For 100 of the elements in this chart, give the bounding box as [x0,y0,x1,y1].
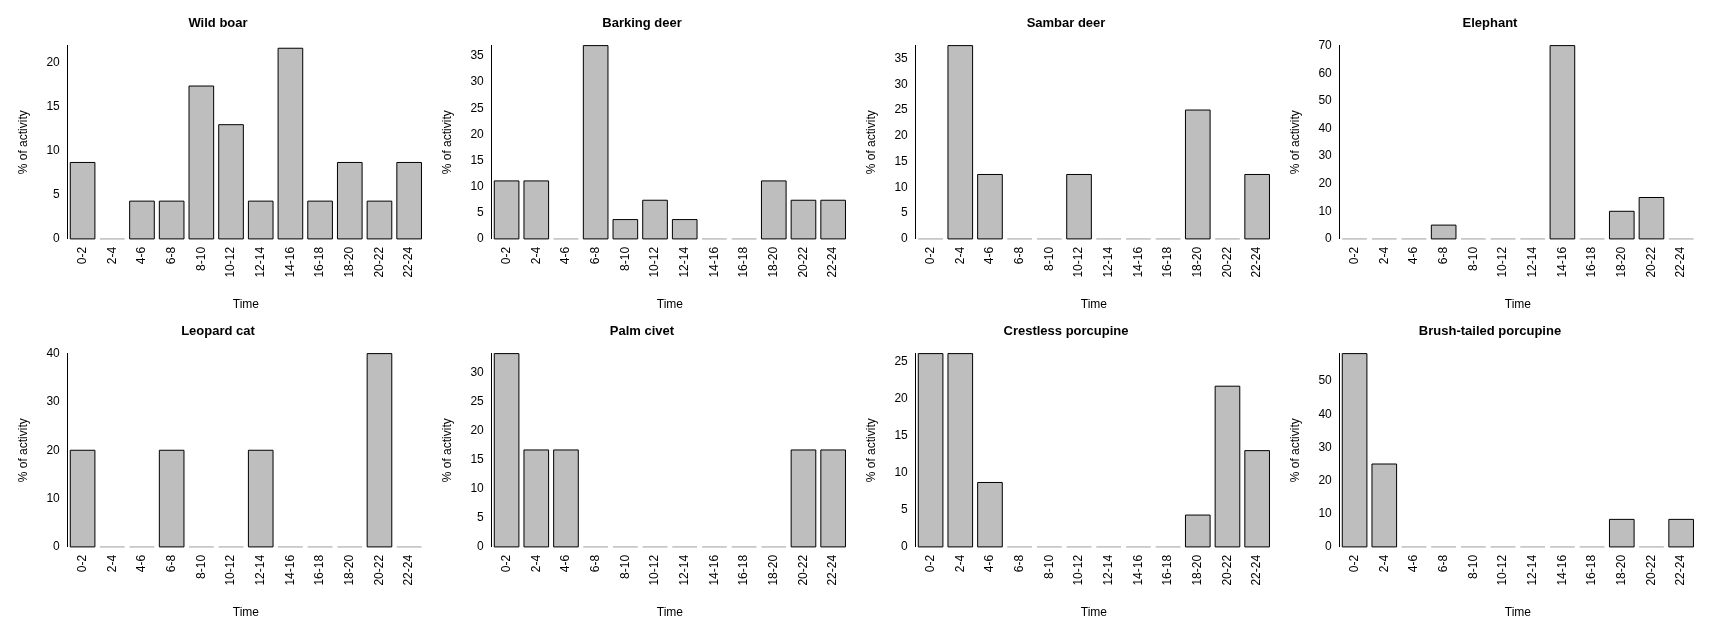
x-tick-label: 6-8 [1435,246,1450,265]
y-axis-title: % of activity [1287,418,1302,483]
y-tick-label: 70 [1318,37,1333,52]
chart-title: Elephant [1462,15,1519,31]
x-tick-label: 12-14 [1525,246,1540,278]
x-tick-label: 22-24 [1673,554,1688,586]
y-tick-label: 20 [470,423,485,438]
chart-title: Wild boar [188,15,248,31]
y-axis-title: % of activity [863,418,878,483]
y-tick-label: 20 [894,391,909,406]
x-tick-label: 8-10 [193,246,208,271]
y-tick-label: 50 [1318,373,1333,388]
x-tick-label: 0-2 [1346,246,1361,265]
y-tick-label: 20 [46,442,61,457]
y-tick-label: 50 [1318,93,1333,108]
x-tick-label: 8-10 [617,246,632,271]
x-tick-label: 16-18 [1160,554,1175,586]
x-tick-label: 2-4 [1376,246,1391,265]
x-tick-label: 2-4 [952,246,967,265]
y-tick-label: 20 [470,126,485,141]
x-tick-label: 16-18 [1584,246,1599,278]
chart-title: Sambar deer [1026,15,1106,31]
x-tick-label: 6-8 [1011,246,1026,265]
y-tick-label: 30 [470,365,485,380]
x-tick-label: 10-12 [1495,554,1510,586]
x-tick-label: 2-4 [528,554,543,573]
y-tick-label: 20 [1318,175,1333,190]
x-tick-label: 8-10 [1465,246,1480,271]
y-tick-label: 0 [901,231,909,246]
y-tick-label: 15 [894,153,909,168]
y-tick-label: 15 [470,452,485,467]
x-tick-label: 4-6 [134,554,149,573]
x-tick-label: 20-22 [1219,246,1234,278]
x-tick-label: 10-12 [1071,554,1086,586]
chart-title: Barking deer [602,15,682,31]
y-tick-label: 10 [470,178,485,193]
x-tick-label: 16-18 [1160,246,1175,278]
x-axis-title: Time [656,297,684,312]
x-tick-label: 12-14 [1525,554,1540,586]
y-axis-title: % of activity [1287,110,1302,175]
x-tick-label: 8-10 [1041,246,1056,271]
y-tick-label: 20 [894,128,909,143]
y-tick-label: 60 [1318,65,1333,80]
x-tick-label: 16-18 [312,246,327,278]
x-tick-label: 4-6 [1406,246,1421,265]
y-tick-label: 10 [1318,506,1333,521]
x-tick-label: 20-22 [795,554,810,586]
x-tick-label: 14-16 [282,246,297,278]
x-tick-label: 10-12 [1495,246,1510,278]
x-tick-label: 20-22 [371,554,386,586]
y-tick-label: 10 [894,179,909,194]
y-tick-label: 0 [901,539,909,554]
y-tick-label: 25 [470,394,485,409]
x-tick-label: 14-16 [1554,246,1569,278]
x-tick-label: 22-24 [401,246,416,278]
x-tick-label: 22-24 [1673,246,1688,278]
x-tick-label: 14-16 [282,554,297,586]
x-tick-label: 4-6 [982,246,997,265]
y-tick-label: 35 [470,48,485,63]
x-tick-label: 18-20 [1190,554,1205,586]
x-tick-label: 10-12 [647,246,662,278]
chart-title: Leopard cat [181,323,256,339]
x-tick-label: 14-16 [706,246,721,278]
y-tick-label: 25 [894,102,909,117]
x-tick-label: 0-2 [1346,554,1361,573]
x-axis-title: Time [1504,297,1532,312]
x-tick-label: 20-22 [795,246,810,278]
x-axis-title: Time [656,605,684,620]
x-tick-label: 0-2 [922,246,937,265]
chart-title: Brush-tailed porcupine [1418,323,1562,339]
y-tick-label: 5 [901,502,909,517]
x-tick-label: 10-12 [647,554,662,586]
x-tick-label: 6-8 [163,246,178,265]
x-tick-label: 22-24 [1249,554,1264,586]
y-tick-label: 20 [1318,472,1333,487]
y-axis-title: % of activity [439,110,454,175]
x-axis-title: Time [1080,605,1108,620]
x-tick-label: 12-14 [253,246,268,278]
x-tick-label: 10-12 [223,246,238,278]
x-tick-label: 18-20 [1190,246,1205,278]
x-tick-label: 2-4 [952,554,967,573]
chart-title: Palm civet [609,323,675,339]
y-tick-label: 30 [894,76,909,91]
x-tick-label: 4-6 [1406,554,1421,573]
y-tick-label: 30 [1318,439,1333,454]
x-tick-label: 14-16 [706,554,721,586]
y-tick-label: 0 [477,231,485,246]
x-axis-title: Time [232,605,260,620]
x-tick-label: 12-14 [677,246,692,278]
x-tick-label: 2-4 [1376,554,1391,573]
y-tick-label: 40 [1318,120,1333,135]
x-tick-label: 8-10 [1465,554,1480,579]
y-tick-label: 15 [470,152,485,167]
x-tick-label: 4-6 [558,554,573,573]
y-tick-label: 0 [1325,231,1333,246]
x-tick-label: 18-20 [766,246,781,278]
x-tick-label: 10-12 [223,554,238,586]
y-tick-label: 0 [53,231,61,246]
y-tick-label: 5 [477,205,485,220]
x-tick-label: 12-14 [677,554,692,586]
